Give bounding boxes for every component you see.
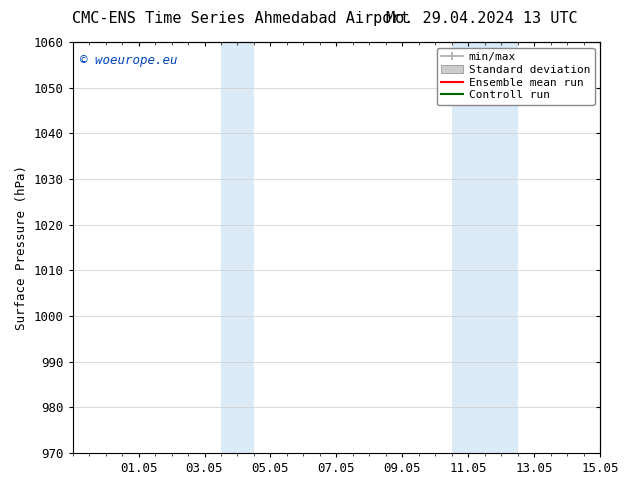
Text: CMC-ENS Time Series Ahmedabad Airport: CMC-ENS Time Series Ahmedabad Airport (72, 11, 410, 26)
Legend: min/max, Standard deviation, Ensemble mean run, Controll run: min/max, Standard deviation, Ensemble me… (437, 48, 595, 105)
Y-axis label: Surface Pressure (hPa): Surface Pressure (hPa) (15, 165, 28, 330)
Text: Mo. 29.04.2024 13 UTC: Mo. 29.04.2024 13 UTC (386, 11, 578, 26)
Bar (221, 42, 254, 453)
Bar (452, 42, 518, 453)
Text: © woeurope.eu: © woeurope.eu (81, 54, 178, 68)
